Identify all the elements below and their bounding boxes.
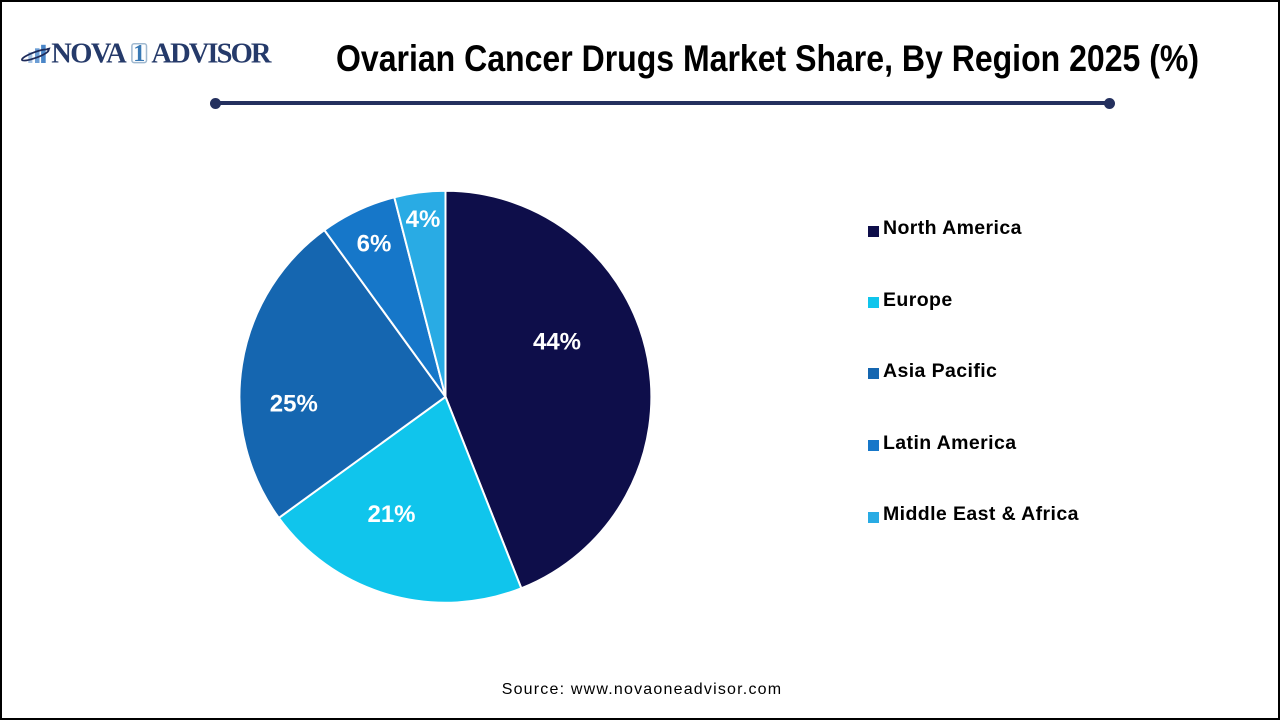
svg-text:1: 1 (133, 41, 145, 67)
svg-text:21%: 21% (367, 501, 415, 528)
svg-text:ADVISOR: ADVISOR (151, 38, 271, 69)
svg-text:4%: 4% (406, 206, 441, 233)
svg-text:6%: 6% (357, 230, 392, 257)
svg-text:25%: 25% (270, 391, 318, 418)
svg-text:NOVA: NOVA (51, 38, 127, 69)
svg-text:44%: 44% (533, 329, 581, 356)
